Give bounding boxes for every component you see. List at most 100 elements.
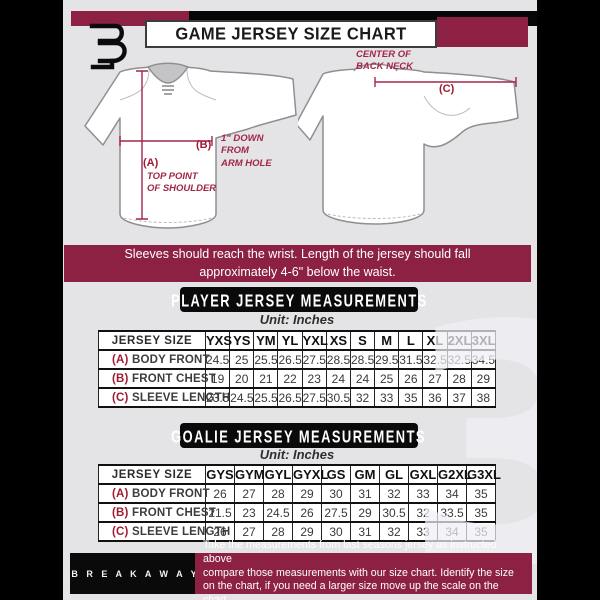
player-section-heading: PLAYER JERSEY MEASUREMENTS [171,287,426,312]
measurement-value: 32 [408,503,438,523]
column-header-size: GYL [263,464,293,485]
header-accent-block [437,17,528,47]
column-header-size: YL [277,330,303,351]
footer-brand-box: B R E A K A W A Y [70,553,197,594]
measurement-value: 32 [349,388,375,408]
measurement-value: 35 [466,484,496,504]
measurement-value: 26 [205,484,235,504]
measurement-value: 26.5 [277,388,303,408]
measurement-value: 19 [204,369,230,389]
measurement-value: 20 [229,369,254,389]
measurement-value: 35 [466,503,496,523]
player-measurements-table: JERSEY SIZE YXS YS YM YL YXL XS S M L XL 2XL 3XL (A) … [98,330,497,408]
row-label: (C) SLEEVE LENGTH [98,388,230,408]
measurement-value: 33 [408,522,438,542]
column-header-size: S [349,330,375,351]
column-header-size: XS [325,330,351,351]
measurement-value: 24.5 [229,388,254,408]
column-header-jersey-size: JERSEY SIZE [98,464,206,485]
measurement-value: 29 [292,522,322,542]
measurement-value: 27.5 [301,388,327,408]
measurement-value: 25 [229,350,254,370]
label-b: (B) [196,139,212,151]
measurement-value: 35 [398,388,423,408]
row-label: (C) SLEEVE LENGTH [98,522,230,542]
measurement-value: 37 [446,388,472,408]
measurement-value: 26 [205,522,235,542]
page-title: GAME JERSEY SIZE CHART [145,20,437,48]
row-label: (A) BODY FRONT [98,484,210,504]
measurement-value: 35 [466,522,496,542]
measurement-value: 26 [398,369,423,389]
measurement-value: 21 [253,369,278,389]
measurement-value: 29 [470,369,497,389]
row-label: (B) FRONT CHEST [98,503,216,523]
footer-instructions: Take the measurements from last seasons … [195,539,532,600]
measurement-line-back [374,77,517,87]
column-header-size: YS [229,330,254,351]
jersey-front-diagram [84,62,297,229]
measurement-value: 22 [277,369,303,389]
measurement-value: 34.5 [470,350,497,370]
measurement-value: 23.5 [204,388,230,408]
note-center-of-back-neck: CENTER OF BACK NECK [356,49,413,73]
measurement-value: 34 [437,522,467,542]
measurement-value: 26 [292,503,322,523]
measurement-value: 26.5 [277,350,303,370]
measurement-value: 32 [379,522,409,542]
measurement-value: 29.5 [374,350,399,370]
measurement-value: 30 [321,484,351,504]
column-header-size: YM [253,330,278,351]
measurement-value: 24.5 [204,350,230,370]
column-header-size: GM [350,464,380,485]
label-c: (C) [439,83,455,95]
column-header-size: YXS [204,330,233,351]
measurement-value: 23 [234,503,264,523]
column-header-size: G2XL [437,464,472,485]
measurement-value: 31 [350,522,380,542]
right-black-band [537,0,600,600]
player-section-heading-text: PLAYER JERSEY MEASUREMENTS [170,289,428,310]
measurement-value: 28 [263,484,293,504]
column-header-size: M [374,330,399,351]
column-header-size: YXL [301,330,328,351]
column-header-size: L [398,330,423,351]
measurement-value: 33 [374,388,399,408]
measurement-value: 25.5 [253,388,278,408]
column-header-size: GXL [408,464,438,485]
measurement-value: 33 [408,484,438,504]
measurement-value: 33.5 [437,503,467,523]
sleeve-length-note-banner: Sleeves should reach the wrist. Length o… [64,245,531,282]
column-header-size: GYM [234,464,265,485]
note-top-point-of-shoulder: TOP POINT OF SHOULDER [147,171,217,195]
jersey-back-diagram [298,63,519,225]
column-header-size: GYS [205,464,235,485]
footer-brand-name: B R E A K A W A Y [71,568,200,579]
measurement-value: 27 [422,369,448,389]
measurement-value: 28.5 [349,350,375,370]
measurement-value: 24.5 [263,503,293,523]
goalie-section-heading: GOALIE JERSEY MEASUREMENTS [172,423,425,448]
goalie-section-heading-text: GOALIE JERSEY MEASUREMENTS [171,425,427,446]
measurement-value: 25.5 [253,350,278,370]
measurement-value: 30 [321,522,351,542]
column-header-size: 2XL [446,330,472,351]
left-black-band [0,0,63,600]
label-a: (A) [143,157,159,169]
measurement-value: 27 [234,522,264,542]
column-header-size: GS [321,464,351,485]
measurement-value: 27.5 [321,503,351,523]
measurement-value: 29 [292,484,322,504]
measurement-value: 31 [350,484,380,504]
column-header-jersey-size: JERSEY SIZE [98,330,206,351]
row-label: (B) FRONT CHEST [98,369,216,389]
player-unit-label: Unit: Inches [259,312,335,327]
breakaway-logo-icon [89,23,127,70]
column-header-size: GL [379,464,409,485]
measurement-value: 32 [379,484,409,504]
measurement-value: 31.5 [398,350,423,370]
measurement-value: 28 [446,369,472,389]
column-header-size: 3XL [470,330,497,351]
goalie-unit-label: Unit: Inches [259,447,335,462]
